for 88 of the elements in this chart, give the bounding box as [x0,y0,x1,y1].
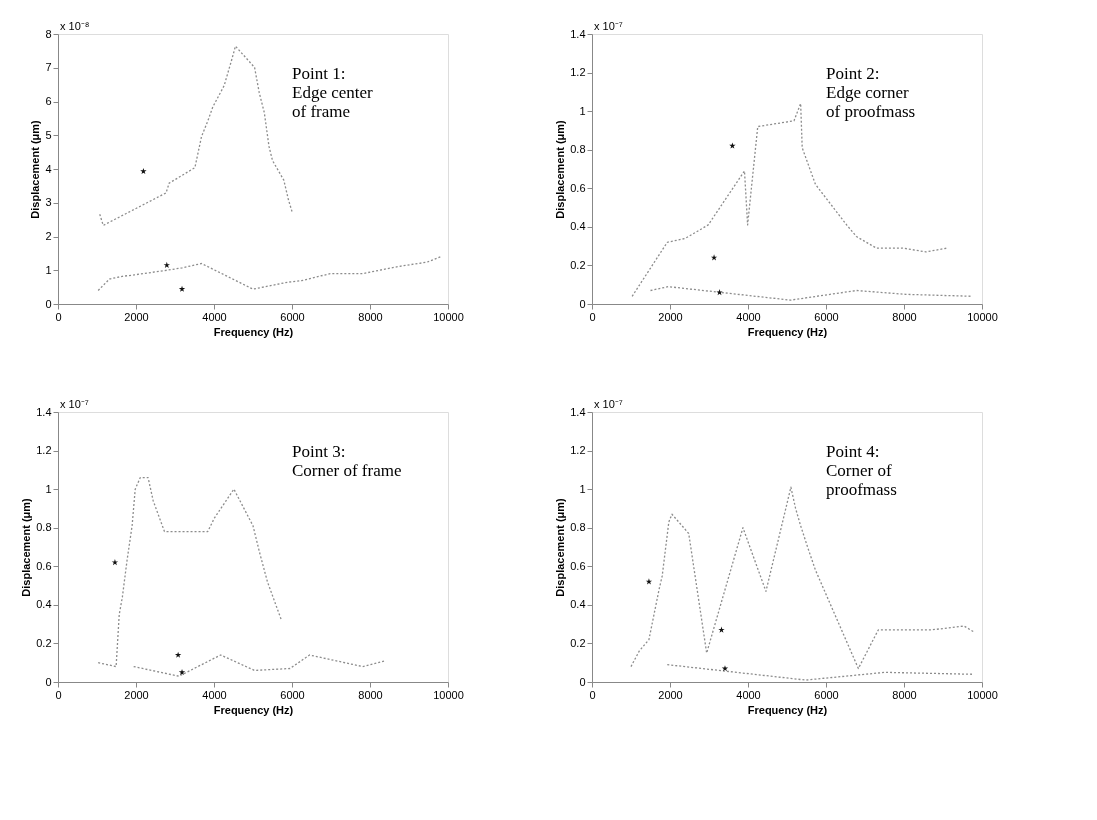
x-tick-label: 6000 [280,310,305,323]
y-tick-label: 8 [45,27,52,40]
x-tick-label: 4000 [202,310,227,323]
y-tick-label: 0.2 [570,636,586,649]
y-tick-label: 0.6 [36,559,52,572]
y-tick-label: 0 [45,675,52,688]
x-tick-label: 10000 [967,688,998,701]
x-tick-label: 8000 [358,310,383,323]
y-tick-label: 4 [45,162,52,175]
y-tick-label: 1 [579,104,586,117]
line-series [97,255,443,292]
point [178,285,186,292]
point [716,289,723,296]
text: x 10⁻⁷ [60,398,89,410]
x-tick-label: 10000 [433,310,464,323]
y-tick-label: 0.4 [570,598,586,611]
y-tick-label: 1 [45,482,52,495]
x-tick-label: 4000 [736,688,761,701]
y-axis-title: Displacement (μm) [554,497,567,597]
x-tick-label: 6000 [280,688,305,701]
x-tick-label: 0 [55,310,62,323]
y-tick-label: 0 [45,297,52,310]
y-tick-label: 7 [45,61,52,74]
y-tick-label: 5 [45,128,52,141]
y-tick-label: 2 [45,230,52,242]
y-tick-label: 0.2 [570,258,586,271]
annotation: Point 3: Corner of frame [292,442,402,481]
y-tick-label: 3 [45,196,52,209]
annotation: Point 4: Corner of proofmass [826,442,897,500]
point [718,626,725,633]
point [721,665,729,672]
x-tick-label: 6000 [814,688,839,701]
y-tick-label: 1.4 [36,405,52,418]
y-tick-label: 0.4 [36,598,52,611]
y-tick-label: 0 [579,297,586,310]
y-tick-label: 0 [579,675,586,688]
x-tick-label: 2000 [124,688,149,701]
x-axis-title: Frequency (Hz) [213,703,294,716]
y-tick-label: 0.6 [570,181,586,194]
x-tick-label: 8000 [358,688,383,701]
annotation: Point 1: Edge center of frame [292,64,374,122]
x-tick-label: 2000 [658,688,683,701]
y-tick-label: 6 [45,95,52,107]
x-tick-label: 8000 [892,310,917,323]
x-axis-title: Frequency (Hz) [747,325,828,338]
point [140,168,147,175]
x-tick-label: 0 [55,688,62,701]
line-series [133,654,386,677]
y-tick-label: 1.4 [570,27,586,40]
point [178,669,186,676]
y-tick-label: 1.2 [570,66,586,79]
line-series [99,45,293,227]
y-tick-label: 1 [579,482,586,495]
x-tick-label: 4000 [202,688,227,701]
x-tick-label: 10000 [967,310,998,323]
text: x 10⁻⁷ [594,20,623,32]
y-tick-label: 0.8 [570,521,586,534]
y-tick-label: 1.4 [570,405,586,418]
line-series [97,476,283,668]
text: x 10⁻⁷ [594,398,623,410]
x-tick-label: 6000 [814,310,839,323]
line-series [631,102,948,297]
x-axis-title: Frequency (Hz) [747,703,828,716]
y-axis-title: Displacement (μm) [554,119,567,219]
x-tick-label: 0 [589,310,596,323]
y-tick-label: 0.4 [570,220,586,233]
point [163,261,170,268]
y-axis-title: Displacement (μm) [20,497,33,597]
x-tick-label: 2000 [124,310,149,323]
y-tick-label: 1.2 [570,444,586,457]
point [729,142,736,149]
annotation: Point 2: Edge corner of proofmass [826,64,916,122]
x-tick-label: 2000 [658,310,683,323]
text: x 10⁻⁸ [60,20,90,32]
x-tick-label: 10000 [433,688,464,701]
y-tick-label: 1 [45,263,52,276]
y-axis-title: Displacement (μm) [29,119,42,219]
point [111,559,119,566]
y-tick-label: 0.8 [36,521,52,534]
x-axis-title: Frequency (Hz) [213,325,294,338]
y-tick-label: 0.8 [570,143,586,156]
y-tick-label: 1.2 [36,444,52,457]
x-tick-label: 0 [589,688,596,701]
line-series [649,285,973,301]
x-tick-label: 4000 [736,310,761,323]
y-tick-label: 0.6 [570,559,586,572]
y-tick-label: 0.2 [36,636,52,649]
x-tick-label: 8000 [892,688,917,701]
